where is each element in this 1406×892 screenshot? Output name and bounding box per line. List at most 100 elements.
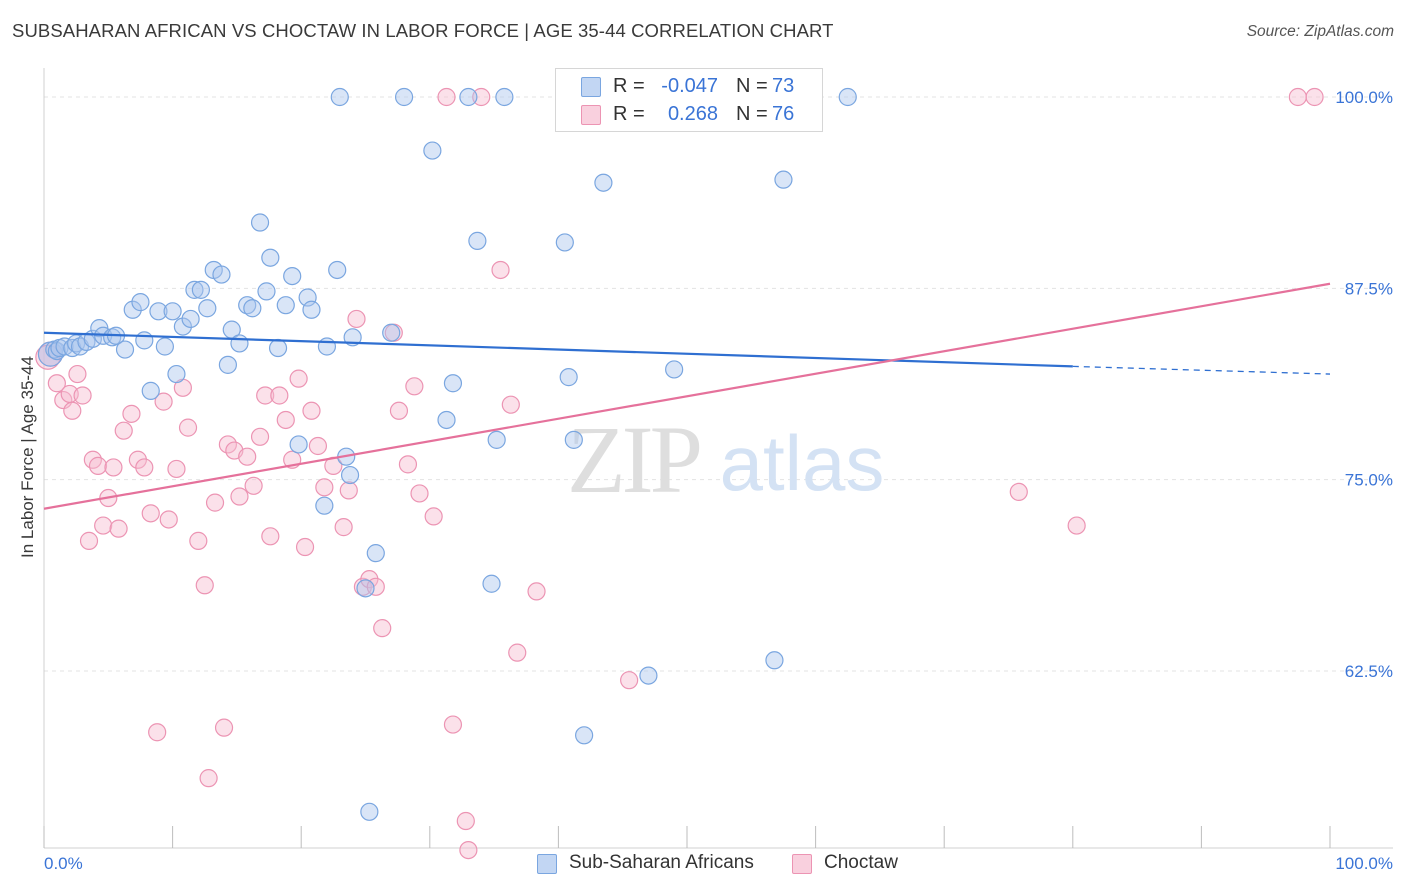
legend-swatch-blue [581,77,601,97]
pink-point [73,386,92,405]
blue-point [173,317,192,336]
blue-point [289,435,308,454]
y-tick-label: 62.5% [1345,662,1393,681]
blue-point [181,309,200,329]
series-swatch-pink [792,854,812,874]
trend-line-blue-extension [1072,365,1331,375]
pink-point [205,493,225,512]
blue-point [276,296,295,315]
x-tick-label: 0.0% [44,854,83,873]
grid-lines [44,96,1395,672]
pink-point [437,87,456,107]
blue-point [838,87,857,107]
y-tick-label: 100.0% [1335,88,1393,107]
pink-point [230,487,249,506]
series-name-blue: Sub-Saharan Africans [569,852,754,873]
pink-point [315,478,334,497]
blue-point [315,496,334,515]
blue-point [218,355,237,374]
blue-point [482,574,501,593]
blue-point [555,233,574,252]
blue-point [230,334,249,353]
pink-point [334,518,353,537]
legend-n-label: N = [736,103,768,125]
blue-point [665,360,684,379]
pink-point [459,840,478,860]
series-name-pink: Choctaw [824,852,898,873]
blue-point [564,430,583,449]
pink-point [250,427,270,446]
blue-point [212,265,231,284]
data-points [35,87,1324,860]
pink-point [214,718,234,737]
blue-point [468,231,487,250]
pink-point [501,395,520,414]
pink-point [508,643,527,662]
pink-point [122,404,141,423]
pink-point [339,481,358,500]
legend-n-label: N = [736,75,768,97]
pink-point [1009,482,1028,502]
pink-point [261,527,280,546]
pink-point [199,769,218,788]
legend-row-pink: R = 0.268 N = 76 [556,102,822,128]
blue-point [487,430,506,449]
blue-point [394,87,414,107]
stats-legend: R = -0.047 N = 73 R = 0.268 N = 76 [555,68,823,132]
series-swatch-blue [537,854,557,874]
pink-point [135,458,154,477]
blue-point [243,299,262,318]
pink-point [167,459,186,479]
pink-point [195,576,214,595]
blue-point [198,299,217,318]
blue-point [123,300,142,319]
pink-point [270,386,289,405]
blue-point [261,248,280,267]
trend-lines [43,282,1331,510]
pink-point [398,455,418,474]
blue-point [343,328,362,347]
blue-point [268,338,288,358]
pink-point [347,309,366,329]
blue-point [356,579,375,598]
pink-point [491,260,510,280]
chart-title: SUBSAHARAN AFRICAN VS CHOCTAW IN LABOR F… [12,20,834,41]
pink-point [114,421,133,440]
blue-point [328,260,347,280]
pink-point [47,374,66,393]
pink-point [154,392,173,411]
blue-point [423,141,442,160]
blue-point [559,368,578,387]
pink-point [244,476,263,495]
pink-point [189,531,208,550]
pink-point [302,401,321,420]
pink-point [389,401,409,420]
pink-point [88,456,108,475]
pink-point [148,723,167,742]
blue-point [366,544,385,563]
watermark-atlas: atlas [720,419,885,507]
pink-point [456,811,475,831]
pink-point [410,484,429,503]
y-axis-label: In Labor Force | Age 35-44 [18,356,37,558]
legend-swatch-pink [581,105,601,125]
blue-point [115,340,135,359]
pink-point [527,582,546,601]
blue-point [774,170,793,189]
pink-point [443,715,463,734]
blue-point [131,293,150,312]
blue-point [185,280,204,299]
pink-point [159,510,178,529]
pink-point [79,531,99,550]
blue-point [382,323,401,342]
blue-point [639,666,658,685]
pink-point [109,519,128,538]
pink-point [141,504,160,523]
pink-point [276,410,295,430]
pink-point [238,447,257,466]
blue-point [135,331,154,350]
blue-point [149,302,168,321]
blue-point [330,87,349,107]
blue-point [250,213,270,232]
